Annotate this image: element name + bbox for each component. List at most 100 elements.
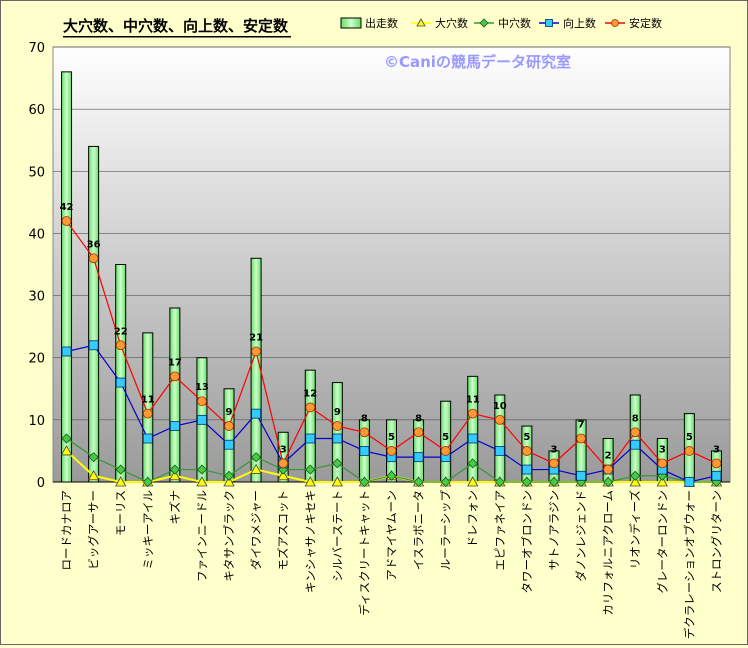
x-tick-label: シルバーステート	[330, 490, 344, 581]
data-label: 22	[114, 326, 128, 337]
legend-label: 中穴数	[498, 16, 531, 30]
legend-label: 出走数	[365, 16, 398, 30]
bar-3	[115, 264, 127, 483]
series-marker-1-22	[629, 476, 641, 487]
x-tick-label: モズアスコット	[276, 490, 290, 571]
series-marker-1-3	[115, 476, 127, 487]
series-marker-4-20	[576, 433, 586, 444]
series-marker-3-2	[88, 340, 99, 351]
legend-marker	[416, 18, 426, 27]
data-label: 5	[686, 432, 693, 443]
series-marker-1-9	[277, 469, 289, 481]
series-marker-4-3	[115, 340, 126, 351]
x-tick-label: キズナ	[168, 490, 182, 525]
series-marker-2-18	[521, 476, 532, 488]
x-tick-label: ダノンレジェンド	[574, 490, 588, 582]
bar-22	[629, 394, 641, 483]
series-marker-4-11	[332, 421, 343, 431]
series-marker-4-17	[494, 414, 505, 425]
series-marker-2-8	[251, 452, 262, 463]
series-marker-4-8	[251, 346, 262, 357]
legend-marker	[479, 18, 489, 28]
data-label: 21	[249, 333, 263, 344]
x-tick-label: ダイワメジャー	[249, 490, 263, 570]
data-label: 8	[632, 413, 639, 424]
data-label: 3	[280, 444, 287, 455]
bar-8	[250, 257, 262, 483]
series-marker-3-16	[467, 433, 478, 444]
series-marker-2-19	[548, 476, 560, 488]
x-tick-label: ロードカナロア	[60, 490, 74, 571]
series-marker-3-3	[115, 377, 126, 388]
series-marker-1-2	[87, 469, 100, 481]
x-tick-label: タワーオブロンドン	[520, 490, 534, 594]
x-tick-label: モーリス	[114, 490, 128, 536]
legend-label: 向上数	[563, 16, 596, 30]
series-marker-3-17	[494, 446, 505, 456]
y-tick-label: 60	[28, 103, 45, 118]
series-marker-4-15	[440, 446, 451, 456]
chart-title: 大穴数、中穴数、向上数、安定数	[63, 17, 289, 35]
series-marker-3-20	[576, 470, 586, 481]
series-marker-2-4	[142, 476, 153, 488]
x-tick-label: イスラボニータ	[412, 490, 426, 570]
x-tick-label: リオンディーズ	[628, 490, 642, 569]
y-tick-label: 20	[28, 352, 45, 367]
series-marker-3-10	[305, 433, 316, 444]
legend-swatch	[340, 17, 362, 29]
x-tick-label: カリフォルニアクローム	[601, 490, 615, 616]
data-label: 11	[466, 395, 480, 406]
series-marker-4-1	[61, 216, 72, 226]
x-tick-label: ドレフォン	[466, 490, 480, 548]
series-marker-3-6	[197, 414, 207, 425]
series-marker-1-6	[196, 476, 208, 487]
series-marker-2-22	[630, 470, 641, 481]
series-marker-2-13	[386, 470, 397, 481]
x-tick-label: グレーターロンドン	[655, 490, 669, 594]
series-marker-4-22	[630, 427, 641, 438]
series-marker-3-1	[61, 346, 72, 357]
x-tick-label: ストロングリターン	[709, 490, 723, 593]
bar-1	[61, 71, 73, 483]
y-tick-label: 40	[28, 227, 45, 242]
series-marker-4-7	[224, 421, 234, 431]
series-marker-4-12	[359, 427, 370, 438]
series-marker-4-2	[88, 253, 99, 264]
series-lines	[60, 216, 723, 488]
data-label: 12	[303, 388, 317, 399]
series-marker-4-25	[711, 458, 722, 469]
x-tick-label: アドマイヤムーン	[385, 490, 399, 581]
series-marker-1-10	[304, 476, 316, 487]
series-marker-1-23	[656, 476, 668, 487]
data-label: 36	[87, 239, 101, 250]
series-marker-4-24	[684, 446, 695, 456]
series-marker-4-21	[603, 464, 614, 475]
y-tick-label: 50	[28, 165, 45, 180]
series-marker-2-17	[494, 476, 505, 488]
x-tick-label: キタサンブラック	[222, 490, 236, 582]
bar-4	[142, 332, 154, 483]
series-marker-1-5	[169, 469, 181, 481]
bar-2	[88, 145, 100, 483]
series-marker-3-14	[413, 452, 424, 463]
series-marker-2-3	[115, 464, 126, 475]
data-label: 5	[442, 432, 449, 443]
legend-marker	[611, 19, 619, 27]
series-marker-3-25	[711, 470, 722, 481]
series-marker-3-5	[169, 421, 180, 431]
series-marker-3-8	[251, 408, 262, 419]
bar-9	[277, 431, 289, 483]
series-marker-3-7	[224, 439, 234, 450]
series-marker-2-16	[467, 458, 478, 469]
series-marker-2-10	[305, 464, 316, 475]
series-marker-2-5	[169, 464, 180, 475]
watermark: ©Caniの競馬データ研究室	[384, 53, 571, 71]
data-label: 42	[60, 202, 74, 213]
series-marker-1-16	[467, 476, 479, 487]
series-marker-2-21	[603, 476, 614, 488]
data-label: 9	[334, 407, 341, 418]
series-marker-4-16	[467, 408, 478, 419]
series-marker-1-7	[223, 476, 235, 487]
